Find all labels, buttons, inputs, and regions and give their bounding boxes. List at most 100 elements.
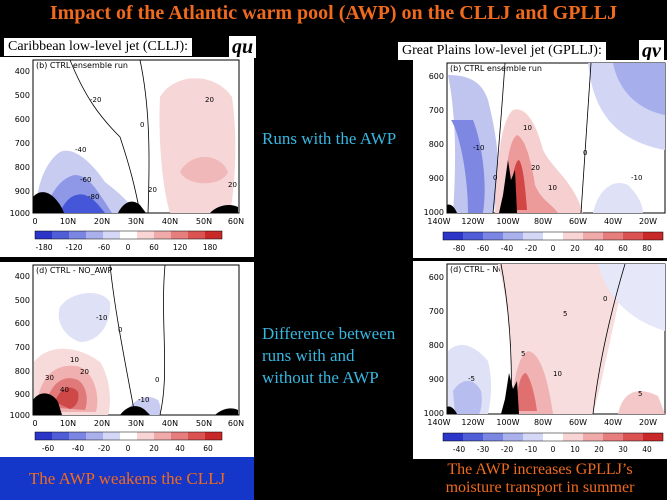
y-tick-label: 1000 <box>10 411 30 420</box>
colorbar-label: 120 <box>173 243 188 252</box>
y-tick-label: 600 <box>15 319 30 328</box>
positive-region <box>159 78 236 213</box>
colorbar-swatch <box>103 432 120 440</box>
y-tick-label: 700 <box>15 139 30 148</box>
topography <box>33 192 64 213</box>
colorbar-swatch <box>583 232 603 240</box>
contour-line <box>580 62 592 214</box>
y-tick-label: 1000 <box>10 209 30 218</box>
contour-line <box>109 264 136 416</box>
colorbar-swatch <box>120 231 137 239</box>
colorbar-swatch <box>483 433 503 441</box>
colorbar-swatch <box>603 433 623 441</box>
colorbar-label: -40 <box>72 444 84 453</box>
topography <box>447 204 457 213</box>
contour-label: -80 <box>88 193 99 201</box>
x-tick-label: 80W <box>534 217 552 226</box>
colorbar-swatch <box>623 232 643 240</box>
contour-label: 0 <box>140 121 144 129</box>
y-tick-label: 800 <box>429 341 444 350</box>
contour-line <box>69 59 141 214</box>
topography <box>210 204 238 213</box>
colorbar-label: 20 <box>149 444 159 453</box>
colorbar-swatch <box>603 232 623 240</box>
panel-cllj-diff: (d) CTRL - NO_AWP 10 20 30 40 -10 0 0 -1… <box>0 262 254 457</box>
contour-label: -60 <box>80 176 91 184</box>
negative-region <box>613 63 665 115</box>
panel-subtitle: (b) CTRL ensemble run <box>36 61 128 70</box>
difference-text-line: runs with and <box>262 346 355 365</box>
colorbar-swatch <box>543 232 563 240</box>
contour-label: -10 <box>473 144 484 152</box>
colorbar-swatch <box>52 432 69 440</box>
x-tick-label: 100W <box>496 217 519 226</box>
colorbar-label: 40 <box>642 445 652 454</box>
x-tick-label: 40W <box>604 418 622 427</box>
y-tick-label: 1000 <box>424 208 444 217</box>
colorbar-swatch <box>137 231 154 239</box>
contour-label: 5 <box>638 390 642 398</box>
contour-label: -10 <box>138 396 149 404</box>
contour-label: -20 <box>90 96 101 104</box>
colorbar-label: -80 <box>453 244 465 253</box>
contour-line <box>492 62 506 214</box>
x-tick-label: 20W <box>639 217 657 226</box>
topography <box>33 393 62 415</box>
contour-label: 10 <box>548 184 557 192</box>
colorbar-swatch <box>69 432 86 440</box>
right-header: Great Plains low-level jet (GPLLJ): <box>398 42 606 60</box>
colorbar-label: -180 <box>35 243 52 252</box>
x-tick-label: 30N <box>128 217 144 226</box>
contour-label: -10 <box>96 314 107 322</box>
x-tick-label: 120W <box>461 217 484 226</box>
y-tick-label: 600 <box>15 115 30 124</box>
positive-region <box>55 387 79 409</box>
colorbar-swatch <box>205 432 222 440</box>
colorbar-swatch <box>503 232 523 240</box>
negative-region <box>451 120 485 213</box>
colorbar-swatch <box>86 231 103 239</box>
bottom-left-caption: The AWP weakens the CLLJ <box>0 457 254 500</box>
colorbar-label: 0 <box>551 445 556 454</box>
x-tick-label: 10N <box>60 419 76 428</box>
x-tick-label: 50N <box>196 419 212 428</box>
topography <box>499 160 517 213</box>
colorbar-label: 80 <box>642 244 652 253</box>
x-tick-label: 100W <box>496 418 519 427</box>
colorbar-swatch <box>86 432 103 440</box>
colorbar-label: 30 <box>618 445 628 454</box>
x-tick-label: 60W <box>569 418 587 427</box>
colorbar-label: 60 <box>618 244 628 253</box>
panel-cllj-ctrl: (b) CTRL ensemble run -20 -40 -60 -80 0 … <box>0 57 254 257</box>
colorbar-label: 60 <box>149 243 159 252</box>
x-tick-label: 40W <box>604 217 622 226</box>
contour-label: -5 <box>468 375 475 383</box>
colorbar-label: -60 <box>42 444 54 453</box>
x-tick-label: 140W <box>427 418 450 427</box>
colorbar-label: 20 <box>594 445 604 454</box>
colorbar-label: -120 <box>65 243 82 252</box>
difference-text: Difference between runs with and without… <box>262 323 412 389</box>
x-tick-label: 20N <box>94 217 110 226</box>
topography <box>215 408 238 415</box>
x-tick-label: 0 <box>32 419 37 428</box>
colorbar-label: -20 <box>98 444 110 453</box>
colorbar-label: 0 <box>126 243 131 252</box>
colorbar-swatch <box>463 232 483 240</box>
bottom-right-caption: The AWP increases GPLLJ’s moisture trans… <box>413 461 667 497</box>
contour-label: 20 <box>228 181 237 189</box>
contour-label: 20 <box>80 368 89 376</box>
x-tick-label: 10N <box>60 217 76 226</box>
panel-subtitle: (d) CTRL - NO_AWP <box>450 265 527 274</box>
panel-subtitle: (b) CTRL ensemble run <box>450 64 542 73</box>
colorbar-swatch <box>523 232 543 240</box>
contour-label: 5 <box>521 350 525 358</box>
colorbar-label: 0 <box>551 244 556 253</box>
x-tick-label: 60N <box>228 217 244 226</box>
x-tick-label: 40N <box>162 419 178 428</box>
x-tick-label: 120W <box>461 418 484 427</box>
negative-region <box>598 264 665 331</box>
contour-label: 20 <box>148 186 157 194</box>
difference-text-line: without the AWP <box>262 368 379 387</box>
contour-label: -40 <box>75 146 86 154</box>
